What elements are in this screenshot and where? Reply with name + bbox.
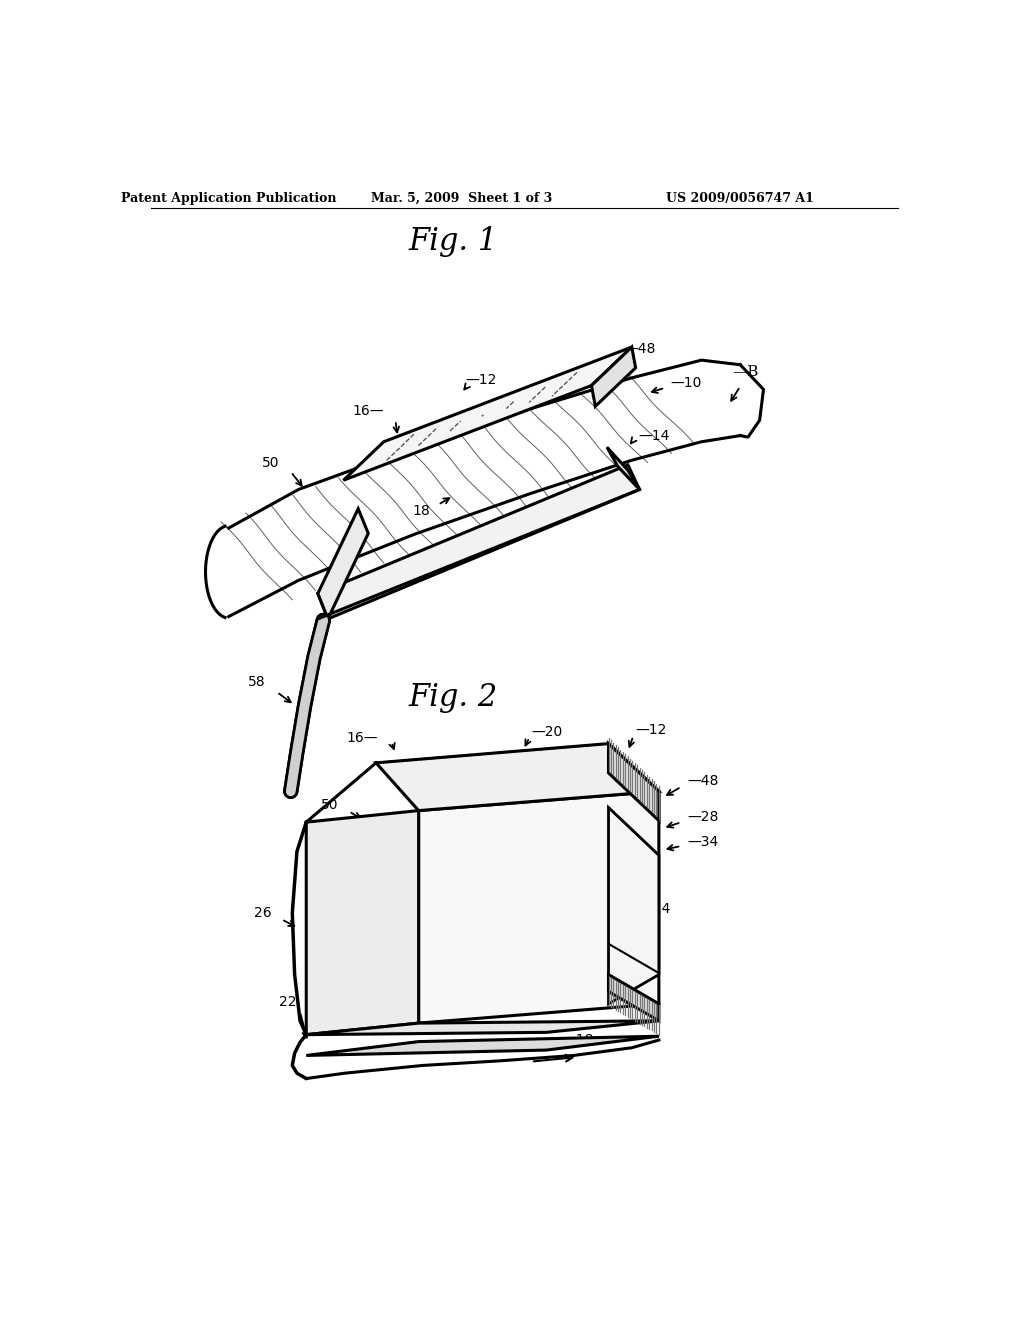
Polygon shape — [608, 974, 658, 1020]
Polygon shape — [306, 1020, 658, 1035]
Text: Patent Application Publication: Patent Application Publication — [121, 191, 337, 205]
Text: 50: 50 — [261, 455, 280, 470]
Text: —34: —34 — [687, 836, 719, 849]
Text: 50: 50 — [322, 799, 339, 812]
Polygon shape — [419, 792, 658, 1023]
Text: —20: —20 — [531, 725, 562, 739]
Polygon shape — [317, 465, 640, 619]
Text: Mar. 5, 2009  Sheet 1 of 3: Mar. 5, 2009 Sheet 1 of 3 — [371, 191, 552, 205]
Polygon shape — [376, 743, 658, 810]
Text: —18: —18 — [562, 1034, 594, 1047]
Polygon shape — [592, 347, 636, 407]
Polygon shape — [306, 810, 419, 1035]
Text: —14: —14 — [638, 429, 670, 442]
Text: —10: —10 — [671, 376, 701, 391]
Text: 26: 26 — [254, 906, 271, 920]
Text: —B: —B — [732, 366, 759, 379]
Polygon shape — [608, 808, 658, 1003]
Text: 16—: 16— — [346, 731, 378, 746]
Polygon shape — [343, 347, 632, 480]
Text: 16—: 16— — [352, 404, 384, 418]
Text: —48: —48 — [624, 342, 655, 356]
Polygon shape — [306, 1036, 658, 1056]
Text: 18: 18 — [413, 504, 430, 517]
Text: US 2009/0056747 A1: US 2009/0056747 A1 — [667, 191, 814, 205]
Text: —12: —12 — [465, 374, 497, 387]
Text: —48: —48 — [687, 774, 719, 788]
Text: —14: —14 — [640, 902, 671, 916]
Text: Fig. 2: Fig. 2 — [409, 682, 498, 713]
Polygon shape — [608, 743, 658, 821]
Text: 22: 22 — [280, 994, 297, 1008]
Text: 58: 58 — [249, 675, 266, 689]
Text: 34: 34 — [341, 985, 358, 998]
Text: —28: —28 — [687, 809, 719, 824]
Text: —12: —12 — [636, 723, 667, 737]
Polygon shape — [607, 447, 640, 490]
Polygon shape — [317, 508, 369, 619]
Text: Fig. 1: Fig. 1 — [409, 226, 498, 257]
